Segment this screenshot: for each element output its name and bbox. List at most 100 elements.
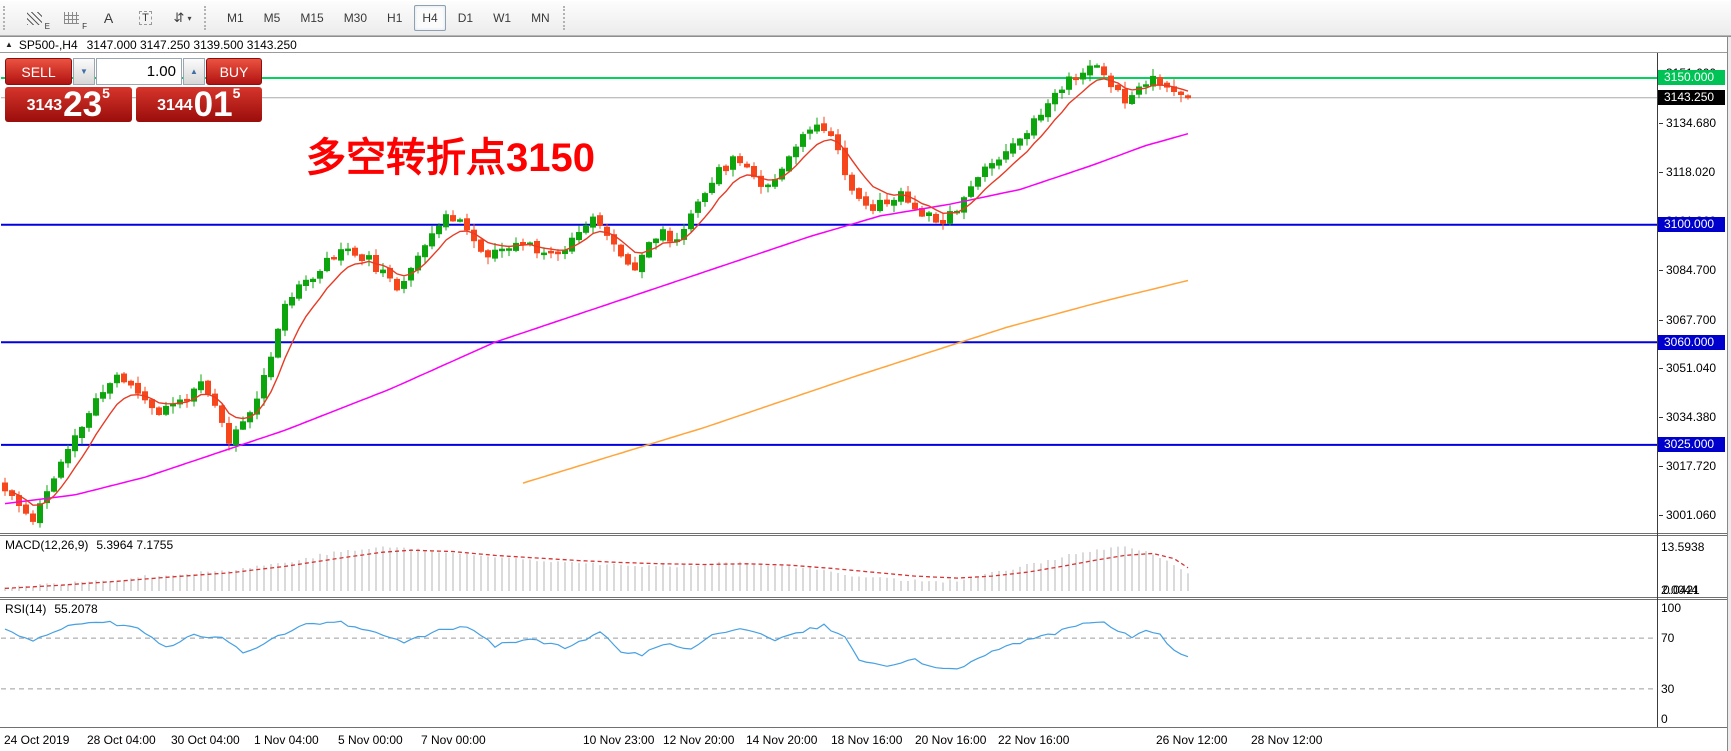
pane-divider[interactable] (0, 533, 1727, 534)
price-tick-label: 3034.380 (1658, 410, 1727, 424)
timeframe-button-W1[interactable]: W1 (493, 11, 512, 25)
chart-annotation: 多空转折点3150 (306, 136, 595, 180)
pane-divider (0, 727, 1727, 728)
toolbar-drag-handle[interactable] (3, 6, 11, 30)
macd-histogram (4, 546, 1189, 591)
timeframe-button-M15[interactable]: M15 (300, 11, 324, 25)
macd-canvas (4, 546, 1189, 591)
support-line-3060-badge: 3060.000 (1658, 335, 1725, 350)
timeframes-group: M1 M5 M15 M30 H1 H4 D1 W1 MN (217, 5, 560, 31)
trade-panel-controls: SELL ▼ ▲ BUY (5, 58, 262, 85)
timeframe-button-H4[interactable]: H4 (414, 5, 446, 31)
channel-icon (27, 11, 42, 25)
rsi-line (4, 620, 1189, 670)
date-label: 28 Nov 12:00 (1251, 733, 1323, 747)
timeframe-button-M30[interactable]: M30 (343, 11, 368, 25)
date-axis[interactable]: 24 Oct 2019 28 Oct 04:00 30 Oct 04:00 1 Nov… (1, 728, 1657, 751)
buy-price-prefix: 3144 (157, 97, 193, 114)
timeframe-button-MN[interactable]: MN (531, 11, 550, 25)
date-label: 18 Nov 16:00 (831, 733, 903, 747)
price-tick-label: 3118.020 (1658, 165, 1727, 179)
ma-mid-magenta (4, 132, 1189, 505)
support-line-3025-badge: 3025.000 (1658, 437, 1725, 452)
timeframe-button-M1[interactable]: M1 (227, 11, 244, 25)
macd-values: 5.3964 7.1755 (96, 538, 174, 552)
current-price-line-badge: 3143.250 (1658, 90, 1725, 105)
pane-divider[interactable] (0, 597, 1727, 598)
chart-title-bar: ▲ SP500-,H4 3147.000 3147.250 3139.500 3… (0, 37, 1727, 53)
buy-price-big: 01 (193, 85, 233, 124)
macd-zero-tick-label: 0.0421 (1663, 583, 1700, 597)
volume-input[interactable] (97, 59, 181, 84)
rsi-value: 55.2078 (54, 602, 98, 616)
rsi-name: RSI(14) (5, 602, 47, 616)
ma-slow-orange (522, 279, 1189, 484)
fibonacci-retracement-tool-sub: F (82, 22, 87, 31)
main-chart-area[interactable] (1, 53, 1657, 533)
macd-pane[interactable] (1, 536, 1657, 597)
pane-divider[interactable] (0, 599, 1727, 600)
price-tick-label: 3001.060 (1658, 508, 1727, 522)
price-tick-label: 3134.680 (1658, 116, 1727, 130)
chart-window: ▲ SP500-,H4 3147.000 3147.250 3139.500 3… (0, 36, 1731, 751)
macd-signal-line (4, 549, 1189, 590)
text-box-tool[interactable]: T (128, 4, 163, 32)
timeframe-button-D1[interactable]: D1 (457, 11, 474, 25)
collapse-arrow-icon[interactable]: ▲ (5, 40, 13, 49)
rsi-tick-label-30: 30 (1661, 682, 1675, 696)
timeframe-button-M5[interactable]: M5 (263, 11, 281, 25)
buy-price-display[interactable]: 3144 01 5 (135, 85, 262, 124)
sell-price-display[interactable]: 3143 23 5 (5, 85, 132, 124)
ohlc-values: 3147.000 3147.250 3139.500 3143.250 (86, 37, 297, 52)
timeframe-button-H1[interactable]: H1 (387, 11, 403, 25)
volume-field-wrap (96, 58, 182, 85)
date-label: 24 Oct 2019 (4, 733, 70, 747)
window-right-border (1727, 37, 1728, 751)
rsi-tick-label-100: 100 (1661, 601, 1682, 615)
price-tick-label: 3017.720 (1658, 459, 1727, 473)
support-line-3100-badge: 3100.000 (1658, 217, 1725, 232)
volume-increase-button[interactable]: ▲ (183, 58, 205, 85)
date-label: 7 Nov 00:00 (421, 733, 486, 747)
window-right-gutter (1728, 37, 1731, 751)
sell-button[interactable]: SELL (5, 58, 72, 85)
rsi-pane[interactable] (1, 600, 1657, 727)
price-tick-label: 3051.040 (1658, 361, 1727, 375)
sell-price-sup: 5 (102, 85, 110, 101)
date-label: 22 Nov 16:00 (998, 733, 1070, 747)
date-label: 5 Nov 00:00 (338, 733, 403, 747)
buy-button[interactable]: BUY (206, 58, 262, 85)
date-label: 1 Nov 04:00 (254, 733, 319, 747)
pane-divider[interactable] (0, 535, 1727, 536)
text-box-tool-glyph: T (139, 11, 152, 25)
toolbar-end-handle[interactable] (562, 6, 571, 30)
candles (2, 60, 1191, 528)
date-label: 30 Oct 04:00 (171, 733, 240, 747)
rsi-tick-label-70: 70 (1661, 631, 1675, 645)
text-label-tool-glyph: A (103, 10, 114, 26)
date-label: 10 Nov 23:00 (583, 733, 655, 747)
grid-icon (64, 12, 79, 24)
volume-decrease-button[interactable]: ▼ (73, 58, 95, 85)
arrows-tool[interactable]: ⇵ ▾ (165, 4, 200, 32)
date-label: 28 Oct 04:00 (87, 733, 156, 747)
dropdown-caret-icon: ▾ (187, 13, 192, 23)
rsi-canvas (1, 620, 1657, 690)
rsi-label: RSI(14) 55.2078 (5, 602, 98, 616)
arrows-tool-glyph: ⇵ (173, 10, 185, 25)
date-label: 14 Nov 20:00 (746, 733, 818, 747)
equidistant-channel-tool[interactable]: E (17, 4, 52, 32)
buy-price-sup: 5 (232, 85, 241, 101)
macd-zero-tick-label: 2.0044 (1661, 583, 1698, 597)
sell-price-big: 23 (63, 85, 103, 124)
fibonacci-retracement-tool[interactable]: F (54, 4, 89, 32)
one-click-trading-panel: SELL ▼ ▲ BUY 3143 23 5 3144 01 5 (5, 58, 262, 122)
price-tick-label: 3084.700 (1658, 263, 1727, 277)
ma-fast-red (11, 78, 1189, 506)
macd-max-tick-label: 13.5938 (1661, 540, 1705, 554)
macd-name: MACD(12,26,9) (5, 538, 89, 552)
date-label: 20 Nov 16:00 (915, 733, 987, 747)
text-label-tool[interactable]: A (91, 4, 126, 32)
timeframe-toolbar-drag-handle[interactable] (204, 6, 212, 30)
date-label: 12 Nov 20:00 (663, 733, 735, 747)
